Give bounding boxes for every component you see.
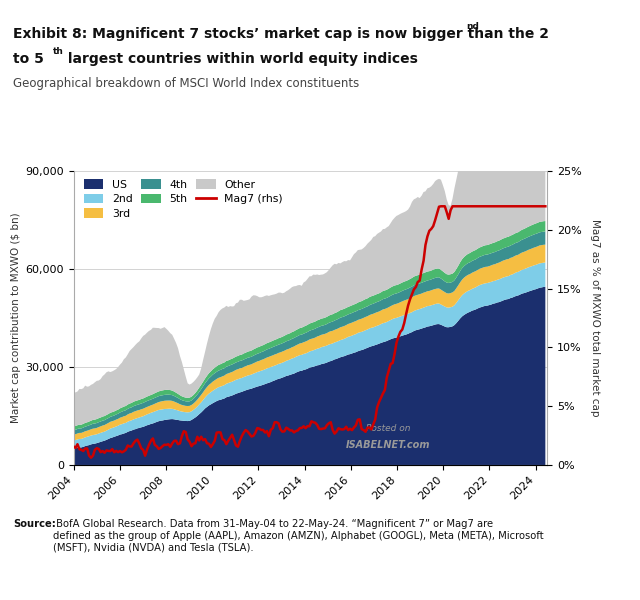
Y-axis label: Market cap contribution to MXWO ($ bn): Market cap contribution to MXWO ($ bn): [11, 212, 21, 424]
Text: Exhibit 8: Magnificent 7 stocks’ market cap is now bigger than the 2: Exhibit 8: Magnificent 7 stocks’ market …: [13, 27, 548, 41]
Text: Posted on: Posted on: [366, 424, 411, 433]
Text: ISABELNET.com: ISABELNET.com: [346, 440, 431, 450]
Text: th: th: [52, 47, 63, 56]
Text: to 5: to 5: [13, 52, 44, 66]
Y-axis label: Mag7 as % of MXWO total market cap: Mag7 as % of MXWO total market cap: [590, 219, 600, 417]
Text: BofA Global Research. Data from 31-May-04 to 22-May-24. “Magnificent 7” or Mag7 : BofA Global Research. Data from 31-May-0…: [53, 519, 544, 552]
Text: nd: nd: [466, 22, 479, 31]
Text: largest countries within world equity indices: largest countries within world equity in…: [63, 52, 417, 66]
Text: Geographical breakdown of MSCI World Index constituents: Geographical breakdown of MSCI World Ind…: [13, 77, 359, 90]
Text: Source:: Source:: [13, 519, 56, 529]
Legend: US, 2nd, 3rd, 4th, 5th, Other, Mag7 (rhs): US, 2nd, 3rd, 4th, 5th, Other, Mag7 (rhs…: [84, 179, 283, 218]
